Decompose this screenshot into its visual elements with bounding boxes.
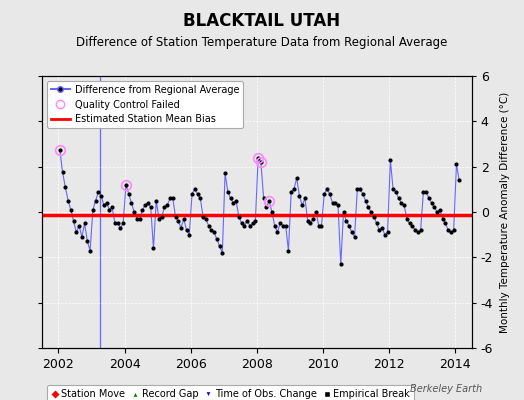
Y-axis label: Monthly Temperature Anomaly Difference (°C): Monthly Temperature Anomaly Difference (…	[500, 91, 510, 333]
Text: Berkeley Earth: Berkeley Earth	[410, 384, 482, 394]
Text: Difference of Station Temperature Data from Regional Average: Difference of Station Temperature Data f…	[77, 36, 447, 49]
Text: BLACKTAIL UTAH: BLACKTAIL UTAH	[183, 12, 341, 30]
Legend: Station Move, Record Gap, Time of Obs. Change, Empirical Break: Station Move, Record Gap, Time of Obs. C…	[47, 385, 414, 400]
